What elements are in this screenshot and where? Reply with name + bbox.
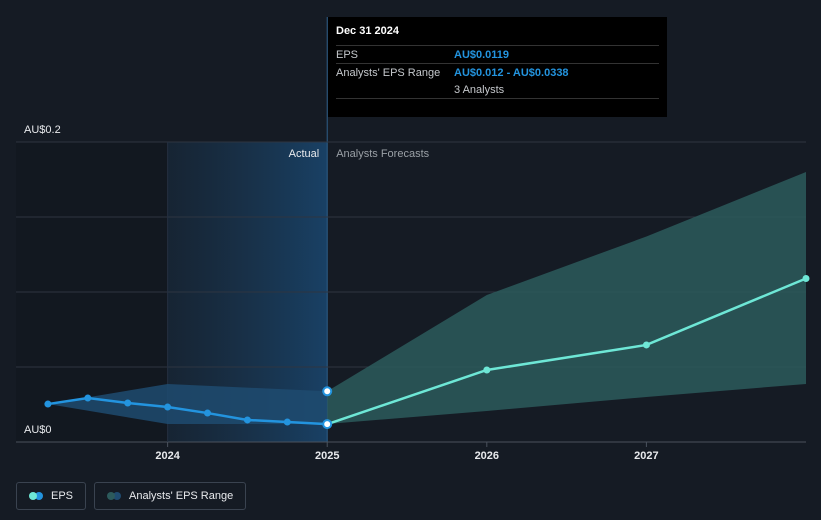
eps-line (47, 396, 328, 426)
range-high-point (322, 386, 333, 397)
legend: EPS Analysts' EPS Range (16, 482, 247, 510)
range-area (47, 383, 328, 424)
eps-point (642, 341, 650, 349)
eps-point (322, 419, 333, 430)
eps-point (802, 275, 810, 282)
tooltip-value: AU$0.0119 (454, 48, 510, 61)
eps-point (124, 399, 132, 407)
x-tick-label: 2027 (634, 450, 658, 462)
legend-item[interactable]: Analysts' EPS Range (94, 482, 247, 510)
tooltip-date: Dec 31 2024 (336, 25, 399, 37)
eps-point (84, 394, 92, 402)
tooltip-row: 3 Analysts (336, 81, 659, 99)
actual-label: Actual (289, 148, 320, 160)
x-tick-label: 2025 (315, 450, 339, 462)
y-tick-label: AU$0.2 (24, 124, 61, 136)
tooltip-key: EPS (336, 48, 359, 61)
eps-point (44, 400, 52, 408)
tooltip: Dec 31 2024 EPS AU$0.0119 Analysts' EPS R… (328, 17, 667, 117)
legend-swatch (107, 492, 122, 500)
range-area (327, 172, 806, 424)
legend-label: Analysts' EPS Range (129, 490, 234, 502)
tooltip-row: Analysts' EPS Range AU$0.012 - AU$0.0338 (336, 64, 659, 81)
forecast-label: Analysts Forecasts (336, 148, 429, 160)
legend-item[interactable]: EPS (16, 482, 87, 510)
tooltip-analysts: 3 Analysts (454, 83, 505, 96)
eps-point (164, 403, 172, 411)
eps-point (204, 409, 212, 417)
eps-line (326, 277, 807, 426)
legend-label: EPS (51, 490, 74, 502)
x-tick-label: 2026 (475, 450, 499, 462)
tooltip-value: AU$0.012 - AU$0.0338 (454, 66, 569, 79)
legend-swatch (29, 492, 43, 500)
eps-point (243, 416, 251, 424)
eps-point (483, 366, 491, 374)
tooltip-key: Analysts' EPS Range (336, 66, 441, 79)
x-tick-label: 2024 (155, 450, 180, 462)
tooltip-row: EPS AU$0.0119 (336, 45, 659, 64)
y-tick-label: AU$0 (24, 424, 52, 436)
eps-point (283, 418, 291, 426)
